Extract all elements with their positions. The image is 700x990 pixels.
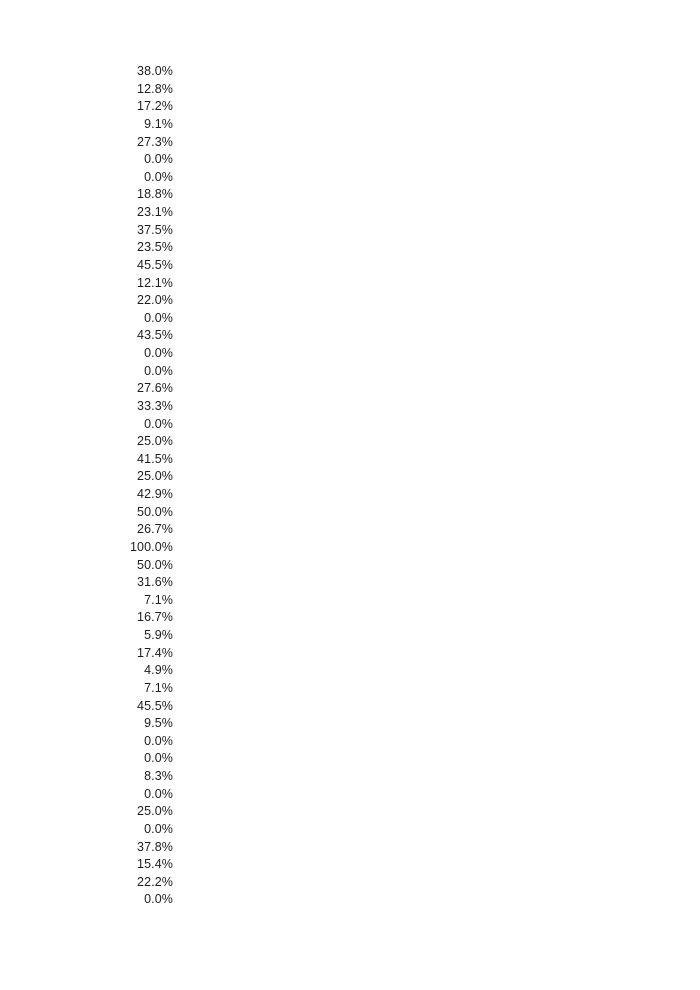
percentage-value: 31.6% (137, 575, 173, 590)
percentage-value: 9.5% (144, 716, 173, 731)
percentage-value: 27.6% (137, 381, 173, 396)
percentage-value: 0.0% (144, 346, 173, 360)
percentage-column: 38.0% 12.8% 17.2% 9.1% 27.3% 0.0% 0.0% 18.8% 23.… (73, 63, 173, 909)
percentage-value: 12.1% (137, 275, 173, 290)
percentage-value: 8.3% (144, 769, 173, 783)
percentage-value: 26.7% (137, 522, 173, 537)
percentage-value: 0.0% (144, 892, 173, 907)
percentage-value: 0.0% (144, 310, 173, 325)
percentage-value: 23.5% (137, 240, 173, 255)
percentage-value: 4.9% (144, 663, 173, 678)
percentage-value: 7.1% (144, 680, 173, 695)
percentage-value: 0.0% (144, 152, 173, 167)
percentage-value: 0.0% (144, 733, 173, 748)
percentage-value: 50.0% (137, 504, 173, 519)
percentage-value: 25.0% (137, 469, 173, 484)
percentage-value: 0.0% (144, 363, 173, 378)
percentage-value: 45.5% (137, 257, 173, 272)
percentage-value: 0.0% (144, 416, 173, 431)
percentage-value: 0.0% (144, 821, 173, 836)
percentage-value: 43.5% (137, 328, 173, 343)
percentage-value: 22.0% (137, 293, 173, 308)
percentage-value: 16.7% (137, 610, 173, 625)
percentage-value: 0.0% (144, 169, 173, 184)
percentage-value: 25.0% (137, 804, 173, 819)
percentage-value: 27.3% (137, 134, 173, 149)
percentage-value: 5.9% (144, 628, 173, 642)
percentage-value: 7.1% (144, 592, 173, 607)
percentage-value: 41.5% (137, 451, 173, 466)
percentage-value: 33.3% (137, 398, 173, 413)
percentage-value: 0.0% (144, 751, 173, 766)
percentage-value: 42.9% (137, 487, 173, 501)
percentage-value: 9.1% (144, 116, 173, 131)
percentage-value: 45.5% (137, 698, 173, 713)
percentage-value: 17.4% (137, 645, 173, 660)
percentage-value: 15.4% (137, 857, 173, 872)
percentage-value: 38.0% (137, 64, 173, 78)
percentage-value: 100.0% (130, 539, 173, 554)
percentage-value: 37.8% (137, 839, 173, 854)
percentage-value: 23.1% (137, 205, 173, 219)
percentage-value: 0.0% (144, 786, 173, 801)
percentage-value: 22.2% (137, 874, 173, 889)
percentage-value: 12.8% (137, 81, 173, 96)
percentage-value: 50.0% (137, 557, 173, 572)
percentage-value: 17.2% (137, 99, 173, 114)
percentage-value: 37.5% (137, 222, 173, 237)
percentage-value: 18.8% (137, 187, 173, 202)
percentage-value: 25.0% (137, 434, 173, 449)
